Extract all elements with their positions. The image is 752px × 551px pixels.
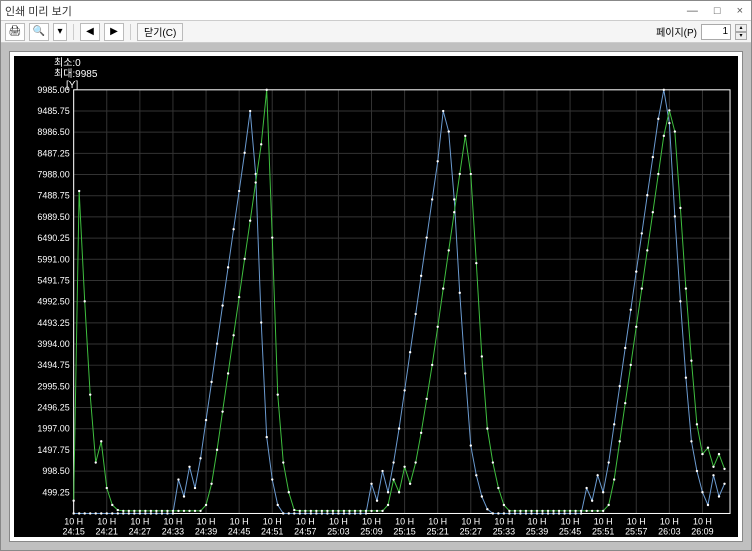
chart-area: 최소:0 최대:9985 [Y] 499.25998.501497.751997… [14,56,738,537]
page-control: 페이지(P) ▴ ▾ [656,24,747,40]
toolbar-separator [73,24,74,40]
prev-page-button[interactable]: ◀ [80,23,100,41]
svg-text:10 H25:03: 10 H25:03 [327,516,349,536]
svg-text:10 H26:03: 10 H26:03 [658,516,680,536]
svg-text:10 H24:57: 10 H24:57 [294,516,316,536]
svg-text:10 H24:45: 10 H24:45 [228,516,250,536]
svg-text:5491.75: 5491.75 [37,275,69,285]
chart-plot: 499.25 998.50 1497.75 1997.00 2496.25 2995.50… [14,56,738,547]
svg-text:8487.25: 8487.25 [37,148,69,158]
svg-text:10 H24:39: 10 H24:39 [195,516,217,536]
svg-text:9985.00: 9985.00 [37,85,69,95]
next-icon: ▶ [110,26,118,37]
svg-text:7988.00: 7988.00 [37,170,69,180]
svg-text:2995.50: 2995.50 [37,381,69,391]
svg-text:10 H25:21: 10 H25:21 [427,516,449,536]
svg-text:10 H24:15: 10 H24:15 [62,516,84,536]
window-title: 인쇄 미리 보기 [5,3,683,19]
svg-text:7488.75: 7488.75 [37,191,69,201]
svg-text:2496.25: 2496.25 [37,403,69,413]
svg-text:10 H25:39: 10 H25:39 [526,516,548,536]
page-spinner: ▴ ▾ [735,24,747,40]
svg-text:10 H24:51: 10 H24:51 [261,516,283,536]
maximize-button[interactable]: □ [710,5,725,17]
svg-text:1497.75: 1497.75 [37,445,69,455]
toolbar: 🖨 🔍 ▾ ◀ ▶ 닫기(C) 페이지(P) ▴ ▾ [1,21,751,43]
svg-text:6989.50: 6989.50 [37,212,69,222]
zoom-dropdown-button[interactable]: ▾ [53,23,67,41]
print-button[interactable]: 🖨 [5,23,25,41]
zoom-button[interactable]: 🔍 [29,23,49,41]
print-preview-window: 인쇄 미리 보기 — □ × 🖨 🔍 ▾ ◀ ▶ 닫기(C) 페이지(P) ▴ … [0,0,752,551]
svg-text:10 H25:09: 10 H25:09 [360,516,382,536]
page-spin-down[interactable]: ▾ [735,32,747,40]
svg-text:4992.50: 4992.50 [37,297,69,307]
preview-page-area: 최소:0 최대:9985 [Y] 499.25998.501497.751997… [1,43,751,550]
svg-text:499.25: 499.25 [42,487,69,497]
svg-text:10 H25:51: 10 H25:51 [592,516,614,536]
page-spin-up[interactable]: ▴ [735,24,747,32]
svg-text:10 H24:27: 10 H24:27 [129,516,151,536]
svg-text:6490.25: 6490.25 [37,233,69,243]
next-page-button[interactable]: ▶ [104,23,124,41]
titlebar: 인쇄 미리 보기 — □ × [1,1,751,21]
svg-text:10 H25:45: 10 H25:45 [559,516,581,536]
svg-text:10 H24:21: 10 H24:21 [96,516,118,536]
svg-text:10 H25:15: 10 H25:15 [393,516,415,536]
svg-text:10 H25:57: 10 H25:57 [625,516,647,536]
svg-text:9485.75: 9485.75 [37,106,69,116]
close-window-button[interactable]: × [733,5,747,17]
page-frame: 최소:0 최대:9985 [Y] 499.25998.501497.751997… [9,51,743,542]
svg-text:1997.00: 1997.00 [37,424,69,434]
page-number-input[interactable] [701,24,731,40]
close-preview-button[interactable]: 닫기(C) [137,23,183,41]
svg-text:10 H26:09: 10 H26:09 [691,516,713,536]
window-controls: — □ × [683,5,747,17]
svg-text:3994.00: 3994.00 [37,339,69,349]
svg-text:998.50: 998.50 [42,466,69,476]
svg-text:10 H24:33: 10 H24:33 [162,516,184,536]
printer-icon: 🖨 [9,26,22,37]
svg-text:10 H25:33: 10 H25:33 [493,516,515,536]
svg-text:3494.75: 3494.75 [37,360,69,370]
chevron-down-icon: ▾ [57,26,62,37]
svg-text:10 H25:27: 10 H25:27 [460,516,482,536]
toolbar-separator [130,24,131,40]
prev-icon: ◀ [86,26,94,37]
magnifier-icon: 🔍 [33,26,45,37]
minimize-button[interactable]: — [683,5,702,17]
svg-text:4493.25: 4493.25 [37,318,69,328]
page-label: 페이지(P) [656,24,697,39]
svg-text:5991.00: 5991.00 [37,254,69,264]
svg-text:8986.50: 8986.50 [37,127,69,137]
